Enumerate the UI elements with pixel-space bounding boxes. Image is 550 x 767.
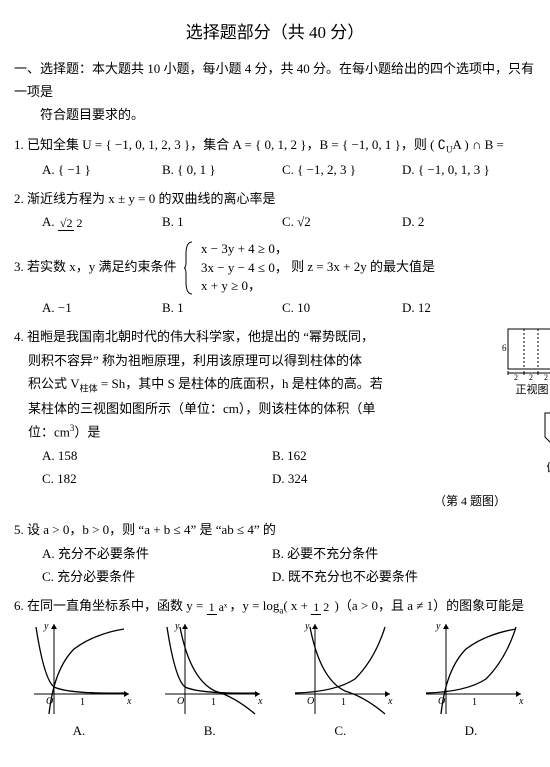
q6-post: )（a > 0，且 a ≠ 1）的图象可能是	[331, 598, 524, 613]
q2-opt-b: B. 1	[162, 210, 282, 233]
q6-opt-d: D.	[416, 719, 526, 742]
q2-a-num: √2	[58, 216, 75, 231]
svg-text:1: 1	[472, 697, 477, 708]
svg-text:2: 2	[544, 373, 548, 381]
svg-text:O: O	[307, 696, 314, 707]
q6-graph-b: x y O 1	[155, 619, 265, 719]
q3-opt-a: A. −1	[42, 296, 162, 319]
q1-opt-b: B. { 0, 1 }	[162, 158, 282, 181]
q1-text2: A ) ∩ B =	[452, 137, 503, 152]
svg-text:2: 2	[529, 373, 533, 381]
question-3: 3. 若实数 x，y 满足约束条件 x − 3y + 4 ≥ 0， 3x − y…	[14, 240, 536, 319]
q4-opt-b: B. 162	[272, 444, 502, 467]
q4-opt-c: C. 182	[42, 467, 272, 490]
q4-l3: 积公式 V	[28, 376, 80, 391]
q3-c2: 3x − y − 4 ≤ 0，	[201, 259, 288, 277]
svg-text:y: y	[435, 621, 441, 632]
q3-opt-b: B. 1	[162, 296, 282, 319]
q6-opt-b: B.	[155, 719, 265, 742]
q4-front-view: 6 2 2 2	[502, 325, 550, 381]
q6-opt-a: A.	[24, 719, 134, 742]
q4-front-label: 正视图	[502, 381, 550, 401]
q2-opt-d: D. 2	[402, 210, 522, 233]
svg-text:O: O	[177, 696, 184, 707]
q3-brace	[184, 240, 194, 296]
q2-opt-c: C. √2	[282, 210, 402, 233]
q4-l4: 某柱体的三视图如图所示（单位：cm），则该柱体的体积（单	[14, 397, 502, 420]
svg-text:x: x	[257, 696, 263, 707]
q6-mid2: ( x +	[283, 598, 311, 613]
q6-opt-c: C.	[285, 719, 395, 742]
q4-l2: 则积不容异” 称为祖暅原理，利用该原理可以得到柱体的体	[14, 349, 502, 372]
svg-text:y: y	[43, 621, 49, 632]
q3-c3: x + y ≥ 0，	[201, 277, 288, 295]
svg-text:1: 1	[341, 697, 346, 708]
instructions-line2: 符合题目要求的。	[14, 103, 536, 126]
q5-opt-b: B. 必要不充分条件	[272, 542, 502, 565]
question-2: 2. 渐近线方程为 x ± y = 0 的双曲线的离心率是 A. √22 B. …	[14, 187, 536, 234]
svg-text:6: 6	[502, 343, 507, 353]
q5-text: 5. 设 a > 0，b > 0，则 “a + b ≤ 4” 是 “ab ≤ 4…	[14, 518, 536, 541]
instructions-line1: 一、选择题：本大题共 10 小题，每小题 4 分，共 40 分。在每小题给出的四…	[14, 57, 536, 104]
svg-text:2: 2	[514, 373, 518, 381]
q6-pre: 6. 在同一直角坐标系中，函数 y =	[14, 598, 207, 613]
q3-opt-c: C. 10	[282, 296, 402, 319]
q6-f1d: aˣ	[217, 600, 230, 614]
q6-mid: ，y = log	[229, 598, 279, 613]
question-1: 1. 已知全集 U = { −1, 0, 1, 2, 3 }，集合 A = { …	[14, 133, 536, 181]
svg-text:x: x	[387, 696, 393, 707]
q4-top-label: 俯视图	[502, 459, 550, 479]
q4-opt-a: A. 158	[42, 444, 272, 467]
q4-l3b: = Sh，其中 S 是柱体的底面积，h 是柱体的高。若	[98, 376, 383, 391]
q3-pre: 3. 若实数 x，y 满足约束条件	[14, 259, 177, 274]
q6-graph-a: x y O 1	[24, 619, 134, 719]
q3-post: 则 z = 3x + 2y 的最大值是	[291, 259, 435, 274]
q4-l3sub: 柱体	[80, 383, 98, 393]
q1-opt-a: A. { −1 }	[42, 158, 162, 181]
q4-top-view	[533, 407, 550, 459]
q4-opt-d: D. 324	[272, 467, 502, 490]
q2-a-den: 2	[74, 216, 84, 230]
svg-text:1: 1	[211, 697, 216, 708]
instructions: 一、选择题：本大题共 10 小题，每小题 4 分，共 40 分。在每小题给出的四…	[14, 57, 536, 127]
svg-text:x: x	[518, 696, 524, 707]
q5-opt-c: C. 充分必要条件	[42, 565, 272, 588]
q3-c1: x − 3y + 4 ≥ 0，	[201, 240, 288, 258]
q6-f2d: 2	[321, 600, 331, 614]
q3-opt-d: D. 12	[402, 296, 522, 319]
q4-caption: （第 4 题图）	[14, 491, 536, 513]
svg-text:1: 1	[80, 697, 85, 708]
q6-graph-c: x y O 1	[285, 619, 395, 719]
q5-opt-d: D. 既不充分也不必要条件	[272, 565, 502, 588]
svg-text:y: y	[304, 621, 310, 632]
q4-l1: 4. 祖暅是我国南北朝时代的伟大科学家，他提出的 “幂势既同，	[14, 325, 502, 348]
q6-graph-d: x y O 1	[416, 619, 526, 719]
q4-l5: 位：cm	[28, 424, 70, 439]
svg-text:y: y	[174, 621, 180, 632]
section-title: 选择题部分（共 40 分）	[14, 18, 536, 49]
q2-text: 2. 渐近线方程为 x ± y = 0 的双曲线的离心率是	[14, 187, 536, 210]
q4-l5b: ）是	[74, 424, 100, 439]
q2-a-pre: A.	[42, 214, 58, 229]
q5-opt-a: A. 充分不必要条件	[42, 542, 272, 565]
q6-f1n: 1	[207, 600, 217, 615]
question-6: 6. 在同一直角坐标系中，函数 y = 1aˣ，y = loga( x + 12…	[14, 594, 536, 742]
question-5: 5. 设 a > 0，b > 0，则 “a + b ≤ 4” 是 “ab ≤ 4…	[14, 518, 536, 588]
q6-f2n: 1	[311, 600, 321, 615]
q1-opt-d: D. { −1, 0, 1, 3 }	[402, 158, 522, 181]
svg-text:x: x	[126, 696, 132, 707]
q2-opt-a: A. √22	[42, 210, 162, 233]
q4-figures: 6 2 2 2 正视图 3	[502, 325, 550, 490]
q1-opt-c: C. { −1, 2, 3 }	[282, 158, 402, 181]
question-4: 4. 祖暅是我国南北朝时代的伟大科学家，他提出的 “幂势既同， 则积不容异” 称…	[14, 325, 536, 512]
q1-text: 1. 已知全集 U = { −1, 0, 1, 2, 3 }，集合 A = { …	[14, 137, 446, 152]
